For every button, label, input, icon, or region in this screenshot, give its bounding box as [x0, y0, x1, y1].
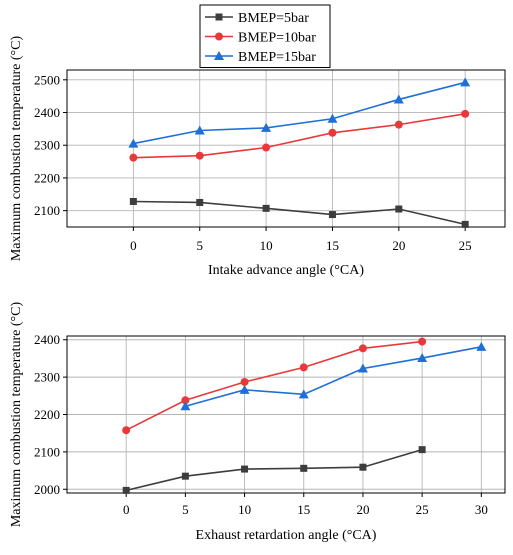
series-line [133, 81, 466, 145]
data-point [328, 211, 336, 219]
x-axis-label: Exhaust retardation angle (°CA) [196, 528, 377, 543]
series-bmep-15bar [128, 77, 471, 148]
data-point [129, 197, 137, 205]
y-axis-label: Maximum combustion temperature (°C) [9, 302, 24, 528]
data-point [300, 464, 308, 472]
y-tick-label: 2400 [34, 105, 60, 120]
data-point [327, 113, 338, 123]
y-tick-label: 2400 [34, 332, 60, 347]
data-point [181, 472, 189, 480]
data-point [195, 151, 204, 160]
data-point [395, 205, 403, 213]
data-point [358, 344, 367, 353]
x-tick-label: 20 [356, 502, 369, 517]
series-bmep-5bar [122, 446, 426, 494]
data-point [461, 220, 469, 228]
data-point [194, 125, 205, 135]
x-tick-label: 10 [238, 502, 251, 517]
x-tick-label: 0 [123, 502, 130, 517]
data-point [122, 426, 131, 435]
data-point [240, 377, 249, 386]
x-tick-label: 5 [196, 238, 203, 253]
series-line [126, 448, 423, 492]
series-bmep-10bar [129, 109, 470, 162]
top-chart: 0 5 10 15 20 25 2100 2200 2300 2400 2500 Intake adv… [9, 36, 506, 278]
y-tick-label: 2500 [34, 72, 60, 87]
x-tick-label: 10 [260, 238, 273, 253]
x-tick-label: 5 [182, 502, 189, 517]
x-tick-label: 15 [326, 238, 339, 253]
data-point [357, 363, 368, 373]
legend-marker [215, 32, 223, 41]
data-point [180, 401, 191, 411]
data-point [261, 122, 272, 132]
data-point [181, 396, 190, 405]
data-point [328, 128, 337, 137]
data-point [128, 138, 139, 148]
y-tick-label: 2100 [34, 444, 60, 459]
data-point [460, 77, 471, 87]
series-line [133, 113, 466, 159]
legend: BMEP=5bar BMEP=10bar BMEP=15bar [199, 4, 331, 68]
legend-label: BMEP=15bar [238, 50, 316, 65]
data-point [393, 94, 404, 104]
series-line [185, 346, 482, 408]
bottom-chart: 0 5 10 15 20 25 30 2000 2100 2200 2300 2400 Exhaust … [9, 302, 506, 543]
data-point [394, 120, 403, 129]
legend-label: BMEP=5bar [238, 11, 309, 26]
series-bmep-15bar [180, 341, 487, 411]
y-tick-label: 2200 [34, 407, 60, 422]
data-point [461, 109, 470, 118]
data-point [359, 463, 367, 471]
data-point [418, 337, 427, 346]
data-point [417, 353, 428, 363]
data-point [262, 143, 271, 152]
data-point [122, 486, 130, 494]
x-axis-label: Intake advance angle (°CA) [208, 263, 364, 278]
x-tick-label: 25 [459, 238, 472, 253]
y-tick-label: 2300 [34, 370, 60, 385]
y-tick-label: 2200 [34, 170, 60, 185]
data-point [299, 363, 308, 372]
data-point [418, 446, 426, 454]
y-tick-label: 2300 [34, 138, 60, 153]
x-tick-label: 0 [130, 238, 137, 253]
grid [67, 336, 505, 493]
data-point [298, 389, 309, 399]
data-point [476, 341, 487, 351]
data-point [239, 384, 250, 394]
data-point [196, 198, 204, 206]
x-tick-label: 30 [475, 502, 488, 517]
series-line [125, 340, 423, 431]
legend-marker [215, 13, 223, 21]
y-axis-label: Maximum combustion temperature (°C) [9, 36, 24, 262]
data-point [129, 153, 138, 162]
data-point [262, 204, 270, 212]
x-tick-label: 15 [297, 502, 310, 517]
series-bmep-5bar [129, 197, 469, 228]
series-line [133, 200, 466, 226]
series-bmep-10bar [122, 337, 427, 435]
x-tick-label: 20 [392, 238, 405, 253]
y-tick-label: 2000 [34, 482, 60, 497]
legend-label: BMEP=10bar [238, 31, 316, 46]
legend-marker [214, 51, 224, 60]
data-point [241, 465, 249, 473]
plot-frame [66, 69, 506, 228]
y-tick-label: 2100 [34, 203, 60, 218]
x-tick-label: 25 [416, 502, 429, 517]
